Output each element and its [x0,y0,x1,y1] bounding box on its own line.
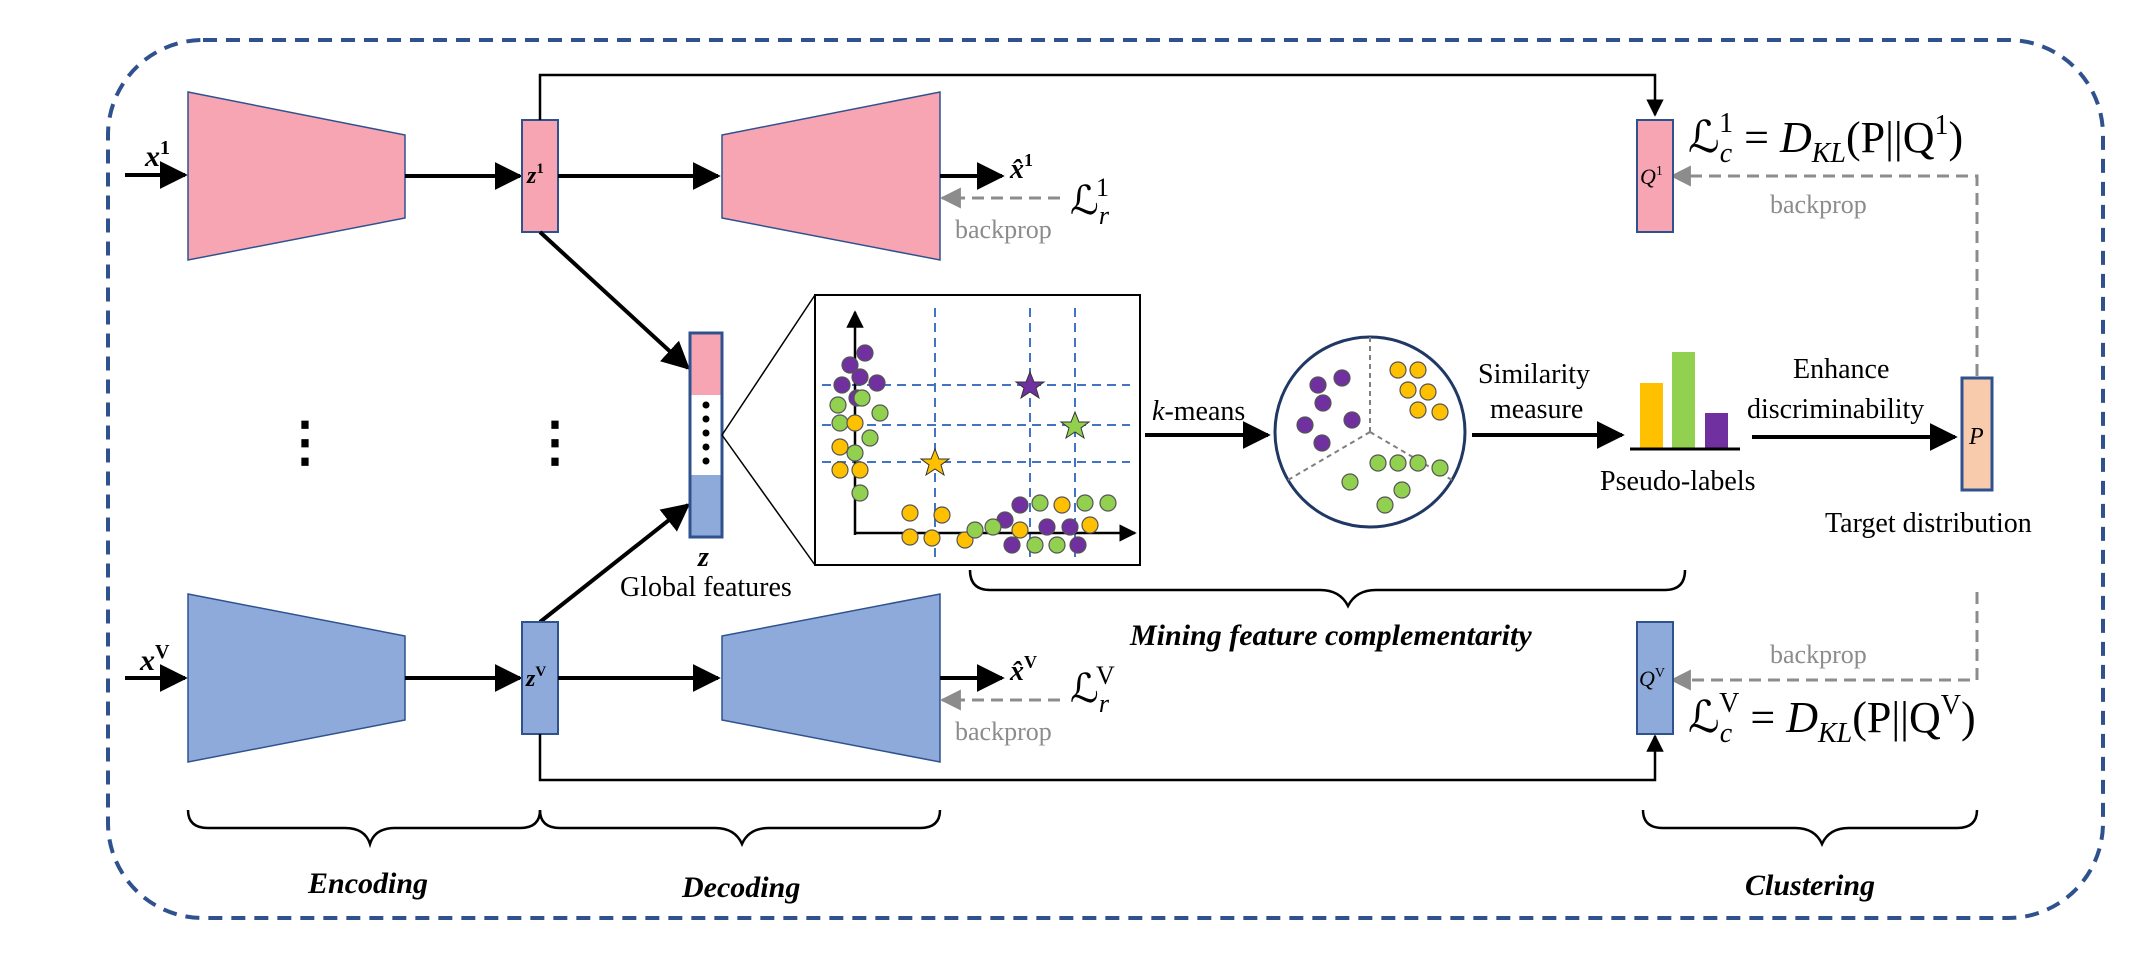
latent-z1 [521,119,559,233]
section-decoding: Decoding [681,871,800,904]
decoder-bottom [721,593,941,763]
global-vector-dots [702,401,710,465]
section-clustering: Clustering [1745,869,1875,902]
zV-to-global [538,503,691,624]
cluster-loss-top: ℒc1 = DKL(P||Q1) [1688,108,1963,169]
input-label-bottom: xV [139,641,170,677]
encoder-bottom [187,593,406,763]
target-p-symbol: P [1968,424,1984,450]
recon-label-bottom: x̂V [1009,652,1037,687]
backprop-p-to-qV [1669,592,1979,691]
q1-label: Q1 [1640,164,1663,189]
global-caption: Global features [620,572,792,603]
backprop-p-to-q1 [1669,165,1979,376]
recon-label-top: x̂1 [1009,150,1033,185]
centroid-stars [919,370,1091,477]
similarity-label-2: measure [1490,394,1583,425]
brace-decoding [538,809,942,848]
feature-points [829,344,1117,554]
zoom-line-top [721,294,816,436]
section-encoding: Encoding [307,867,428,900]
latent-zV-label: zV [525,664,546,692]
brace-clustering [1641,809,1979,848]
latent-zV [521,621,559,735]
feature-space-panel [814,294,1141,566]
z1-to-q1-line [538,73,1664,120]
qV-label: QV [1639,666,1665,691]
target-p-box [1960,376,1994,492]
enhance-label-2: discriminability [1747,394,1924,425]
recon-loss-top: ℒr1 [1070,173,1110,230]
target-caption: Target distribution [1825,508,2032,539]
latent-z1-label: z1 [526,161,544,189]
global-vector-top [690,333,722,395]
zV-to-qV-line [538,734,1664,782]
global-symbol: z [697,542,709,573]
pseudo-label-bars [1630,352,1740,451]
similarity-label-1: Similarity [1478,359,1590,390]
cluster-loss-bottom: ℒcV = DKL(P||QV) [1688,688,1976,749]
zoom-line-bottom [721,434,816,566]
section-mining: Mining feature complementarity [1129,619,1532,652]
encoder-top [187,91,406,261]
global-vector-bottom [690,475,722,537]
z1-to-global [538,230,691,370]
outer-frame [106,38,2105,920]
pseudo-labels-caption: Pseudo-labels [1600,466,1756,497]
backprop-label-qV: backprop [1770,640,1867,669]
ellipsis-latents: ⋮ [528,412,582,472]
brace-mining [968,569,1687,609]
q1-box [1636,119,1674,233]
input-label-top: x1 [144,137,170,173]
backprop-label-rV: backprop [955,717,1052,746]
kmeans-label: k-means [1152,396,1245,427]
backprop-label-r1: backprop [955,215,1052,244]
qV-box [1636,621,1674,735]
backprop-label-q1: backprop [1770,190,1867,219]
ellipsis-inputs: ⋮ [278,412,332,472]
brace-encoding [186,809,542,849]
decoder-top [721,91,941,261]
recon-loss-bottom: ℒrV [1070,661,1115,718]
enhance-label-1: Enhance [1793,354,1889,385]
cluster-circle [1273,335,1467,529]
